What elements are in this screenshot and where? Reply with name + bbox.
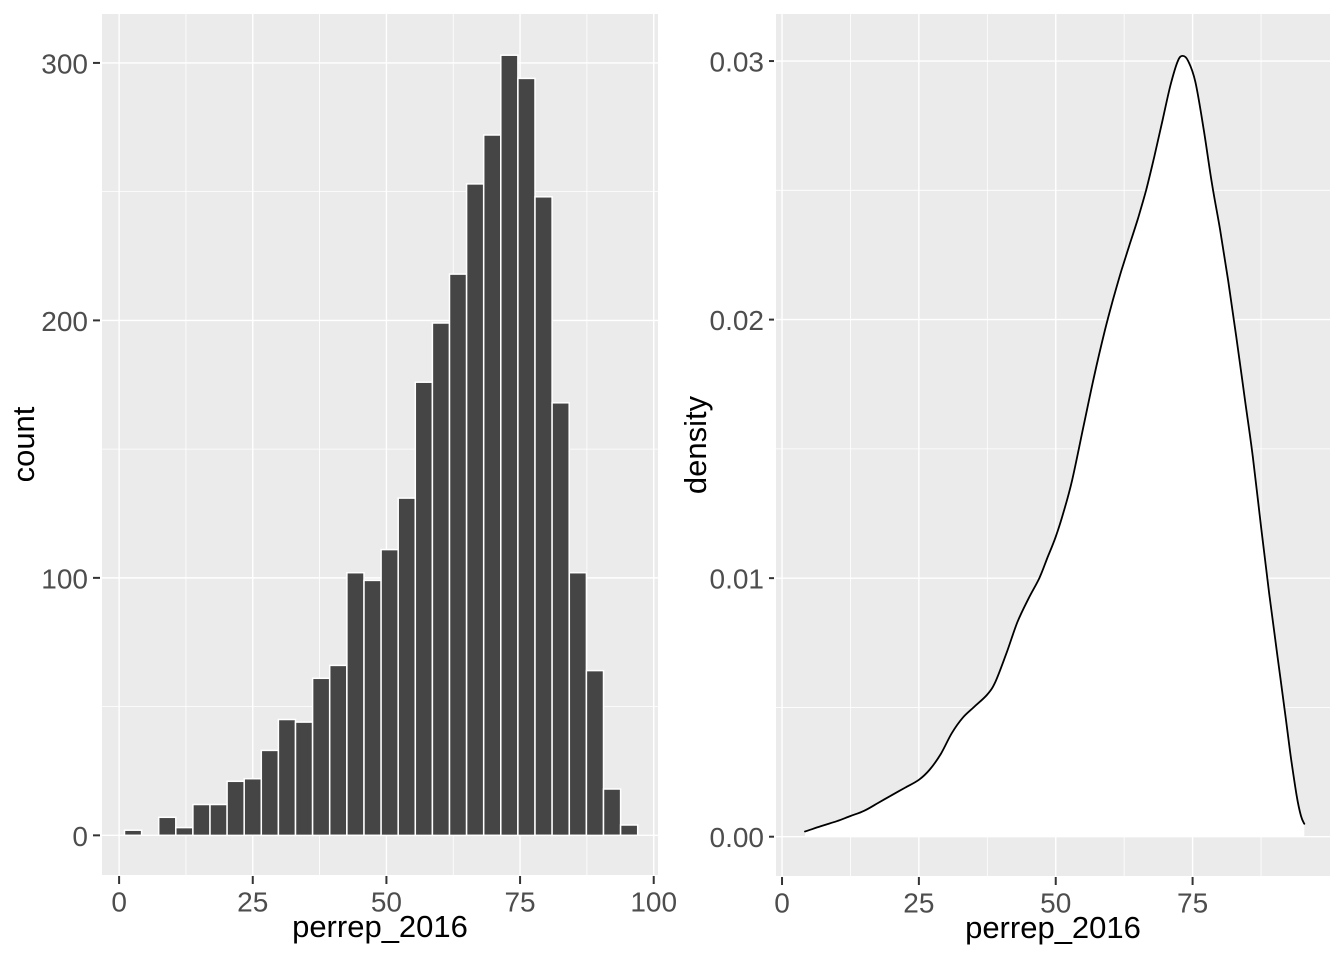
histogram-bar — [602, 788, 622, 837]
x-axis-title: perrep_2016 — [292, 909, 468, 944]
histogram-bar — [192, 803, 211, 837]
x-tick-label: 25 — [903, 888, 934, 919]
density-panel: 0.00 0.01 0.02 0.03 0 25 50 75 perrep_2016 densit… — [678, 14, 1330, 945]
histogram-bar — [123, 829, 143, 837]
histogram-bar — [175, 826, 194, 837]
histogram-bar — [294, 721, 314, 837]
histogram-bar — [260, 749, 280, 837]
histogram-bar — [226, 780, 245, 837]
y-axis-title: count — [6, 406, 41, 482]
histogram-bar — [397, 497, 417, 837]
x-tick-label: 50 — [1040, 888, 1071, 919]
histogram-bar — [551, 402, 570, 837]
histogram-bar — [328, 664, 348, 837]
histogram-bar — [517, 77, 536, 837]
x-tick-label: 50 — [371, 887, 402, 918]
histogram-bar — [585, 669, 605, 837]
y-axis-title: density — [678, 395, 713, 494]
histogram-bar — [414, 381, 434, 837]
y-tick-label: 0.03 — [710, 47, 765, 78]
histogram-panel: 0 100 200 300 0 25 50 75 100 perrep_2016 count — [6, 14, 677, 944]
y-tick-label: 0.00 — [710, 822, 765, 853]
histogram-bar — [243, 777, 263, 837]
histogram-bar — [209, 803, 228, 837]
x-tick-label: 75 — [1177, 888, 1208, 919]
histogram-bar — [277, 718, 297, 837]
x-tick-label: 75 — [504, 887, 535, 918]
histogram-bar — [380, 548, 399, 837]
histogram-bar — [534, 196, 553, 837]
histogram-bar — [157, 816, 177, 837]
histogram-bar — [482, 134, 502, 837]
y-tick-label: 0.02 — [710, 305, 765, 336]
y-tick-label: 200 — [41, 306, 88, 337]
histogram-bar — [465, 183, 485, 837]
histogram-bar — [363, 579, 382, 837]
x-axis-title: perrep_2016 — [965, 910, 1141, 945]
histogram-bar — [448, 273, 468, 837]
x-tick-label: 100 — [630, 887, 677, 918]
histogram-bar — [619, 824, 639, 837]
x-tick-label: 0 — [774, 888, 790, 919]
y-tick-label: 300 — [41, 48, 88, 79]
density-curve — [804, 55, 1306, 833]
histogram-bar — [431, 322, 451, 837]
y-tick-label: 0.01 — [710, 564, 765, 595]
y-tick-label: 100 — [41, 563, 88, 594]
density-area — [805, 55, 1305, 837]
histogram-bar — [311, 677, 331, 837]
histogram-bar — [500, 54, 519, 837]
histogram-bar — [346, 571, 365, 837]
y-tick-label: 0 — [72, 821, 88, 852]
x-tick-label: 0 — [111, 887, 127, 918]
histogram-bar — [568, 571, 588, 837]
x-tick-label: 25 — [237, 887, 268, 918]
